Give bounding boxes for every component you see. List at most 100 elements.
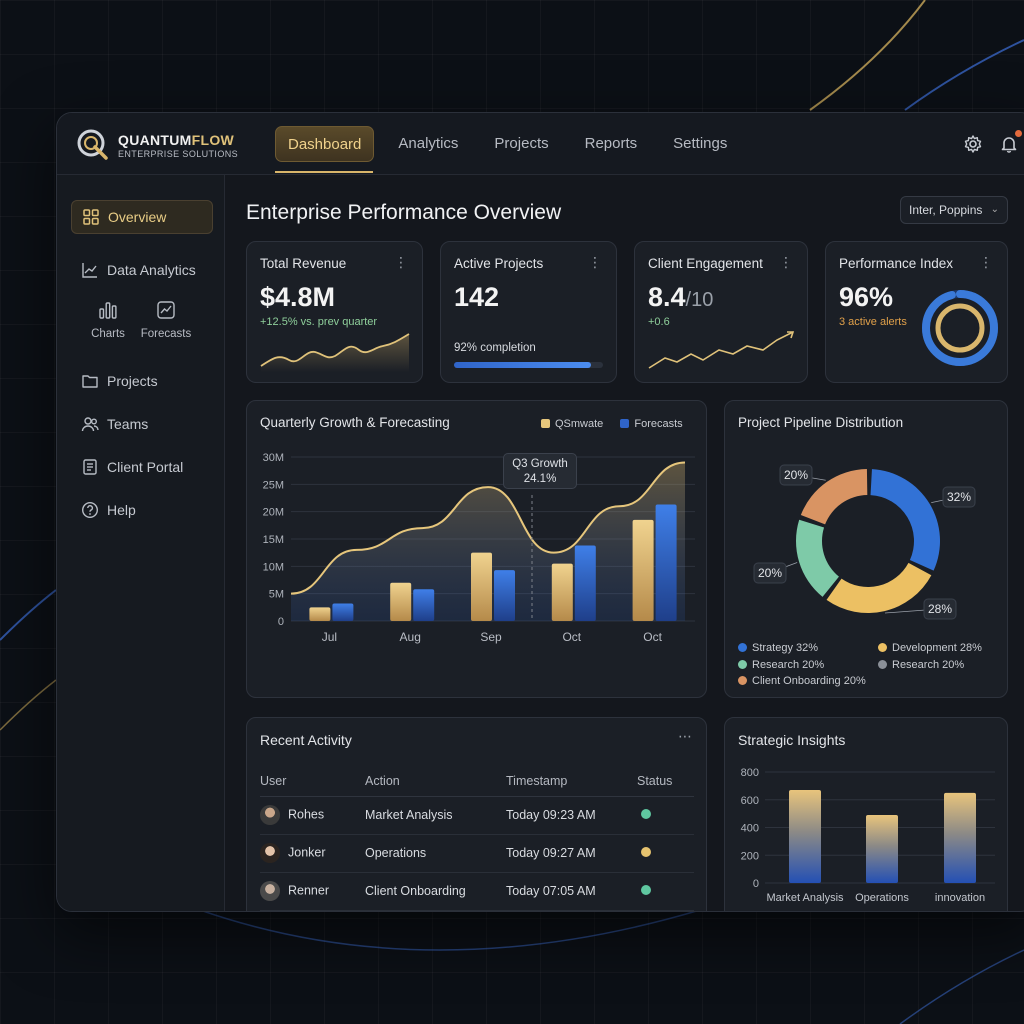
x-tick-label: Oct [643, 630, 662, 644]
legend-swatch [541, 419, 550, 428]
legend-label: Research 20% [752, 658, 825, 671]
sidebar-sub-forecasts[interactable]: Forecasts [136, 300, 196, 340]
bell-icon[interactable] [999, 134, 1019, 154]
y-tick-label: 400 [741, 823, 759, 835]
kpi-change: +0.6 [648, 316, 670, 328]
table-header-row: User Action Timestamp Status [260, 766, 694, 797]
cell-status [637, 796, 694, 835]
legend-label: Research 20% [892, 658, 965, 671]
gauge-inner-ring [935, 303, 985, 353]
table-row[interactable]: Renner Client Onboarding Today 07:05 AM [260, 872, 694, 911]
more-options-icon[interactable]: ⋮ [779, 254, 793, 270]
kpi-card-client-engagement: Client Engagement ⋮ 8.4/10 +0.6 [634, 241, 808, 383]
card-title: Strategic Insights [738, 732, 846, 748]
cell-action: Operations [365, 834, 506, 873]
pipeline-legend: Strategy 32% Research 20% Client Onboard… [738, 640, 866, 690]
insight-bar [944, 792, 976, 883]
label-box [753, 562, 787, 584]
sidebar-item-projects[interactable]: Projects [71, 364, 213, 398]
gear-icon[interactable] [963, 134, 983, 154]
tooltip-label: Q3 Growth [512, 458, 568, 470]
insights-bar-chart: 0 200 400 600 800 Market Analysis Operations in… [741, 767, 995, 904]
sidebar-item-teams[interactable]: Teams [71, 407, 213, 441]
sidebar-sub-charts[interactable]: Charts [78, 300, 138, 340]
cell-status [637, 834, 694, 873]
bar-forecasts [413, 589, 435, 621]
x-tick-label: innovation [935, 892, 985, 904]
kpi-title: Active Projects [454, 256, 544, 271]
performance-gauge [922, 290, 998, 366]
y-tick-label: 600 [741, 795, 759, 807]
more-options-icon[interactable]: ⋮ [394, 254, 408, 270]
sidebar-item-help[interactable]: Help [71, 493, 213, 527]
pipeline-legend-right: Development 28% Research 20% [878, 640, 982, 673]
kpi-title: Performance Index [839, 256, 954, 271]
x-tick-label: Operations [855, 892, 909, 904]
growth-line [290, 461, 686, 595]
kpi-value: 8.4/10 [648, 282, 714, 312]
brand-name: QUANTUMFLOW [118, 132, 235, 148]
recent-activity-card: Recent Activity ⋯ User Action Timestamp … [246, 717, 707, 911]
top-header: QUANTUMFLOW ENTERPRISE SOLUTIONS Dashboa… [57, 113, 1024, 175]
main-content: Enterprise Performance Overview Inter, P… [226, 175, 1024, 911]
engagement-sparkline [648, 331, 795, 369]
x-tick-label: Aug [400, 630, 421, 644]
more-options-icon[interactable]: ⋯ [678, 728, 692, 744]
legend-label: QSmwate [555, 418, 604, 430]
bar-chart-icon [99, 302, 117, 319]
column-header: Status [637, 766, 694, 797]
tab-analytics[interactable]: Analytics [398, 135, 459, 152]
kpi-card-revenue: Total Revenue ⋮ $4.8M +12.5% vs. prev qu… [246, 241, 423, 383]
y-tick-label: 0 [278, 616, 284, 628]
status-dot [641, 885, 651, 895]
sidebar-item-overview[interactable]: Overview [71, 200, 213, 234]
font-select-value: Inter, Poppins [909, 203, 983, 217]
tab-reports[interactable]: Reports [584, 135, 638, 152]
chevron-down-icon: ⌄ [990, 204, 999, 215]
insight-bar [866, 815, 898, 883]
y-tick-label: 20M [263, 507, 284, 519]
tab-projects[interactable]: Projects [494, 135, 549, 152]
more-options-icon[interactable]: ⋮ [588, 254, 602, 270]
chart-title: Project Pipeline Distribution [738, 415, 904, 430]
legend-label: Client Onboarding 20% [752, 675, 866, 687]
folder-icon [82, 375, 98, 388]
kpi-title: Total Revenue [260, 256, 347, 271]
donut-slice-research [796, 519, 839, 597]
more-options-icon[interactable]: ⋮ [979, 254, 993, 270]
bar-forecasts [494, 570, 515, 621]
help-icon [81, 501, 99, 519]
table-row[interactable]: Jonker Operations Today 09:27 AM [260, 834, 694, 873]
forecast-icon [157, 301, 175, 319]
cell-user: Renner [260, 872, 365, 911]
y-tick-label: 200 [741, 850, 759, 862]
x-tick-label: Oct [562, 630, 581, 644]
cell-timestamp: Today 09:27 AM [506, 834, 637, 873]
table-row[interactable]: Rohes Market Analysis Today 09:23 AM [260, 796, 694, 835]
cell-timestamp: Today 09:23 AM [506, 796, 637, 835]
legend-label: Forecasts [634, 418, 683, 430]
tab-settings[interactable]: Settings [673, 135, 728, 152]
tab-dashboard[interactable]: Dashboard [275, 126, 375, 162]
y-tick-label: 0 [753, 878, 759, 890]
portal-icon [83, 459, 97, 475]
bar-qsmwate [471, 552, 492, 621]
y-tick-label: 30M [263, 452, 284, 464]
font-select-dropdown[interactable]: Inter, Poppins ⌄ [900, 196, 1008, 224]
sidebar-item-label: Teams [107, 416, 149, 432]
sidebar-item-label: Overview [108, 209, 167, 225]
users-icon [81, 417, 99, 432]
cell-user: Jonker [260, 834, 365, 873]
sidebar-item-client-portal[interactable]: Client Portal [71, 450, 213, 484]
gauge-center [945, 313, 975, 343]
chart-legend: QSmwate Forecasts [541, 418, 683, 430]
sidebar-item-label: Projects [107, 373, 158, 389]
label-box [923, 598, 957, 620]
kpi-alerts: 3 active alerts [839, 316, 907, 328]
avatar [260, 805, 280, 825]
sidebar-item-data-analytics[interactable]: Data Analytics [71, 253, 213, 287]
kpi-change: +12.5% vs. prev quarter [260, 316, 378, 328]
gauge-fill [922, 290, 998, 366]
legend-swatch [878, 659, 887, 669]
status-dot [641, 809, 651, 819]
